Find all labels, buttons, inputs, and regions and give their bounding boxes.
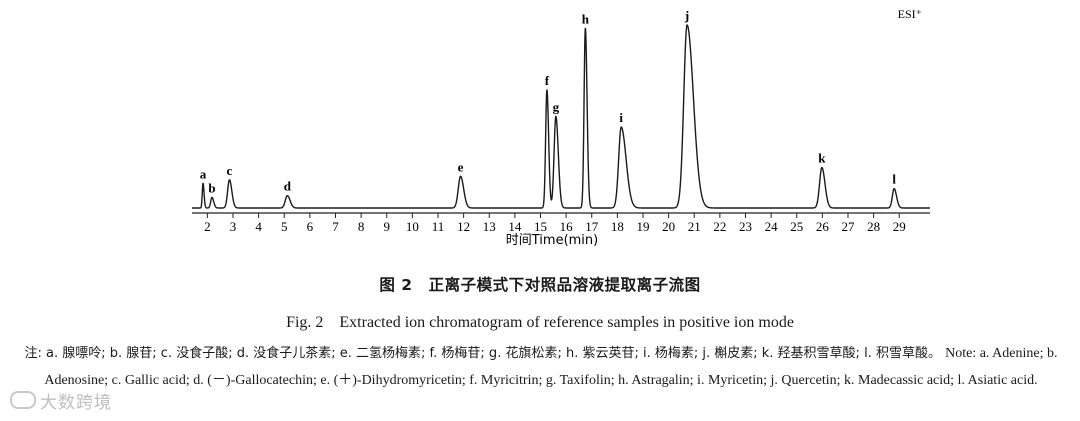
x-axis-label: 时间Time(min) (506, 233, 598, 248)
chromatogram-chart: 2 3 4 5 6 7 8 9 10 11 12 13 14 15 16 17 18 19 20 21 22 23 24 25… (192, 7, 930, 248)
x-tick-label: 9 (384, 219, 391, 234)
x-tick-label: 7 (332, 219, 339, 234)
x-tick-label: 18 (611, 219, 624, 234)
x-tick-label: 13 (483, 219, 496, 234)
x-tick-label: 5 (281, 219, 288, 234)
note-en: Note: a. Adenine; b. Adenosine; c. Galli… (44, 346, 1058, 388)
watermark-text: 大数跨境 (40, 393, 112, 413)
x-tick-label: 15 (534, 219, 547, 234)
ion-mode-label: ESI⁺ (898, 7, 922, 21)
x-tick-label: 3 (230, 219, 237, 234)
peak-label-i: i (619, 110, 623, 125)
peak-label-k: k (818, 151, 826, 166)
peak-label-c: c (227, 163, 233, 178)
figure-note: 注: a. 腺嘌呤; b. 腺苷; c. 没食子酸; d. 没食子儿茶素; e.… (18, 340, 1064, 394)
note-cn: 注: a. 腺嘌呤; b. 腺苷; c. 没食子酸; d. 没食子儿茶素; e.… (24, 346, 941, 361)
x-tick-label: 8 (358, 219, 365, 234)
x-tick-label: 14 (508, 219, 522, 234)
chromatogram-trace (192, 24, 930, 209)
peak-label-j: j (684, 8, 689, 23)
x-tick-label: 26 (816, 219, 830, 234)
x-tick-label: 23 (739, 219, 752, 234)
peak-label-l: l (892, 172, 896, 187)
peak-label-e: e (458, 159, 464, 174)
x-tick-label: 24 (765, 219, 779, 234)
peak-label-g: g (553, 99, 560, 114)
watermark-logo-icon (10, 391, 36, 409)
watermark: 大数跨境 (10, 388, 112, 413)
x-tick-label: 11 (432, 219, 445, 234)
figure-caption-cn: 图 2 正离子模式下对照品溶液提取离子流图 (379, 276, 701, 294)
figure-caption-en: Fig. 2 Extracted ion chromatogram of ref… (286, 314, 794, 331)
peak-label-a: a (200, 166, 207, 181)
x-tick-label: 25 (790, 219, 803, 234)
x-tick-label: 22 (713, 219, 726, 234)
x-tick-label: 28 (867, 219, 880, 234)
x-tick-label: 19 (637, 219, 650, 234)
x-tick-label: 17 (585, 219, 599, 234)
x-tick-label: 20 (662, 219, 675, 234)
x-tick-label: 2 (204, 219, 211, 234)
x-tick-label: 6 (307, 219, 314, 234)
peak-label-b: b (208, 180, 215, 195)
peak-label-d: d (284, 179, 292, 194)
x-tick-label: 21 (688, 219, 701, 234)
x-tick-label: 10 (406, 219, 419, 234)
x-tick-label: 16 (560, 219, 574, 234)
x-tick-label: 27 (842, 219, 856, 234)
peak-label-f: f (545, 73, 550, 88)
x-tick-label: 12 (457, 219, 470, 234)
x-tick-label: 4 (255, 219, 262, 234)
peak-label-h: h (582, 11, 590, 26)
x-tick-label: 29 (893, 219, 906, 234)
